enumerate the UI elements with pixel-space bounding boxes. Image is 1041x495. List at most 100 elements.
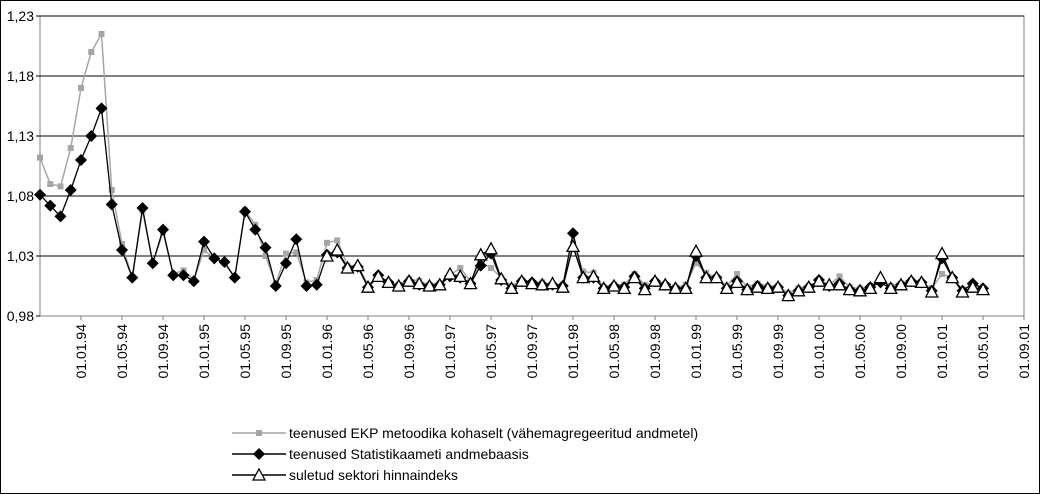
point	[208, 252, 221, 265]
point	[791, 283, 806, 297]
point	[965, 279, 980, 293]
x-tick-label: 01.01.95	[196, 324, 212, 379]
point	[939, 271, 945, 277]
point	[95, 102, 108, 115]
point	[280, 257, 292, 270]
point	[88, 49, 95, 55]
point	[85, 130, 98, 142]
point	[586, 269, 601, 283]
point	[883, 281, 898, 295]
point	[801, 279, 816, 293]
point	[545, 276, 560, 290]
point	[567, 227, 579, 240]
x-tick-label: 01.09.97	[524, 324, 540, 379]
point	[334, 237, 341, 244]
point	[617, 281, 632, 295]
point	[693, 260, 699, 267]
point	[457, 265, 464, 271]
point	[494, 271, 509, 285]
y-tick-label: 0,98	[7, 308, 34, 324]
point	[729, 275, 745, 289]
point	[44, 199, 57, 212]
x-tick-label: 01.01.00	[811, 324, 827, 379]
point	[330, 242, 345, 256]
point	[514, 273, 529, 287]
point	[293, 249, 300, 256]
point	[709, 270, 724, 284]
point	[116, 244, 128, 256]
point	[126, 271, 139, 284]
x-tick-label: 01.09.98	[647, 324, 663, 379]
point	[310, 278, 323, 291]
point	[340, 260, 355, 274]
point	[108, 187, 115, 193]
point	[136, 202, 149, 214]
point	[852, 283, 868, 297]
point	[627, 270, 642, 284]
x-tick-label: 01.05.98	[606, 324, 622, 379]
point	[734, 271, 740, 277]
point	[249, 223, 262, 236]
legend-label: teenused EKP metoodika kohaselt (vähemag…	[289, 425, 698, 441]
point	[740, 282, 755, 296]
y-tick-label: 1,18	[7, 68, 34, 84]
point	[187, 275, 200, 288]
point	[381, 275, 396, 289]
point	[842, 282, 857, 296]
x-tick-label: 01.09.00	[893, 324, 909, 379]
point	[401, 273, 417, 287]
x-tick-label: 01.01.01	[934, 324, 950, 379]
point	[453, 269, 468, 283]
point	[658, 277, 673, 291]
x-tick-label: 01.09.95	[278, 324, 294, 379]
x-tick-label: 01.01.99	[688, 324, 704, 379]
point	[57, 183, 64, 190]
point	[432, 277, 447, 291]
point	[256, 430, 262, 436]
point	[319, 248, 335, 262]
point	[678, 281, 693, 295]
point	[836, 273, 843, 280]
point	[290, 233, 303, 246]
point	[473, 247, 488, 261]
point	[893, 277, 909, 291]
point	[300, 280, 313, 292]
point	[167, 269, 180, 282]
y-tick-label: 1,13	[7, 128, 34, 144]
point	[781, 288, 796, 302]
point	[105, 198, 118, 211]
point	[34, 188, 46, 201]
point	[463, 276, 478, 290]
point	[251, 467, 267, 481]
point	[863, 281, 878, 295]
point	[37, 154, 43, 161]
point	[98, 31, 105, 37]
point	[64, 184, 77, 196]
point	[371, 269, 386, 283]
legend-label: suletud sektori hinnaindeks	[289, 467, 458, 483]
x-tick-label: 01.05.99	[729, 324, 745, 379]
point	[914, 275, 929, 289]
point	[259, 241, 272, 254]
point	[360, 279, 376, 293]
x-tick-label: 01.01.94	[73, 324, 89, 379]
point	[177, 269, 190, 282]
x-tick-label: 01.05.95	[237, 324, 253, 379]
point	[157, 223, 169, 236]
series	[319, 239, 991, 302]
point	[924, 284, 939, 298]
y-tick-label: 1,08	[7, 188, 34, 204]
point	[637, 282, 652, 296]
x-tick-label: 01.05.96	[360, 324, 376, 379]
point	[422, 278, 437, 292]
point	[719, 281, 734, 295]
y-tick-label: 1,23	[7, 8, 34, 24]
point	[555, 279, 570, 293]
point	[770, 279, 786, 293]
point	[54, 210, 67, 223]
point	[412, 276, 427, 290]
point	[822, 277, 837, 291]
point	[688, 243, 704, 257]
